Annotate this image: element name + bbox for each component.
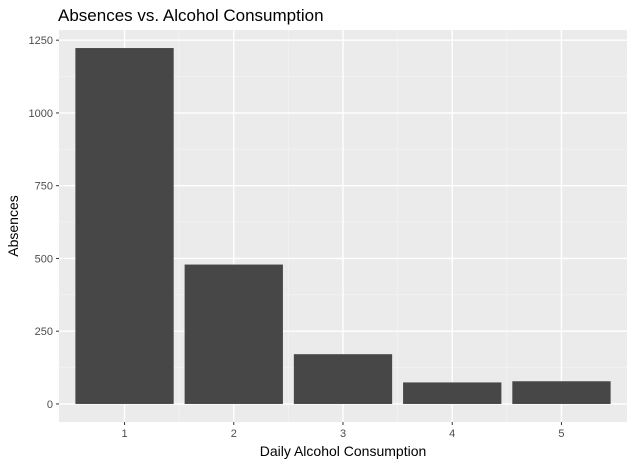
x-tick-label: 4 [449,428,455,440]
x-tick-label: 3 [340,428,346,440]
y-tick-label: 1000 [29,108,53,120]
bars [75,48,611,404]
y-tick-label: 500 [35,253,53,265]
y-tick-label: 250 [35,326,53,338]
bar-5 [512,381,611,404]
chart-title: Absences vs. Alcohol Consumption [58,6,324,25]
y-tick-label: 0 [47,399,53,411]
bar-3 [293,354,393,404]
bar-1 [75,48,174,404]
y-tick-label: 750 [35,181,53,193]
x-tick-label: 5 [558,428,564,440]
bar-2 [184,264,283,404]
x-tick-label: 2 [231,428,237,440]
axes: 0 250 500 750 1000 1250 1 2 3 4 5 [29,35,565,440]
y-tick-label: 1250 [29,35,53,47]
bar-4 [403,382,502,404]
x-axis-title: Daily Alcohol Consumption [260,443,427,459]
x-tick-label: 1 [121,428,127,440]
y-axis-title: Absences [5,195,21,256]
